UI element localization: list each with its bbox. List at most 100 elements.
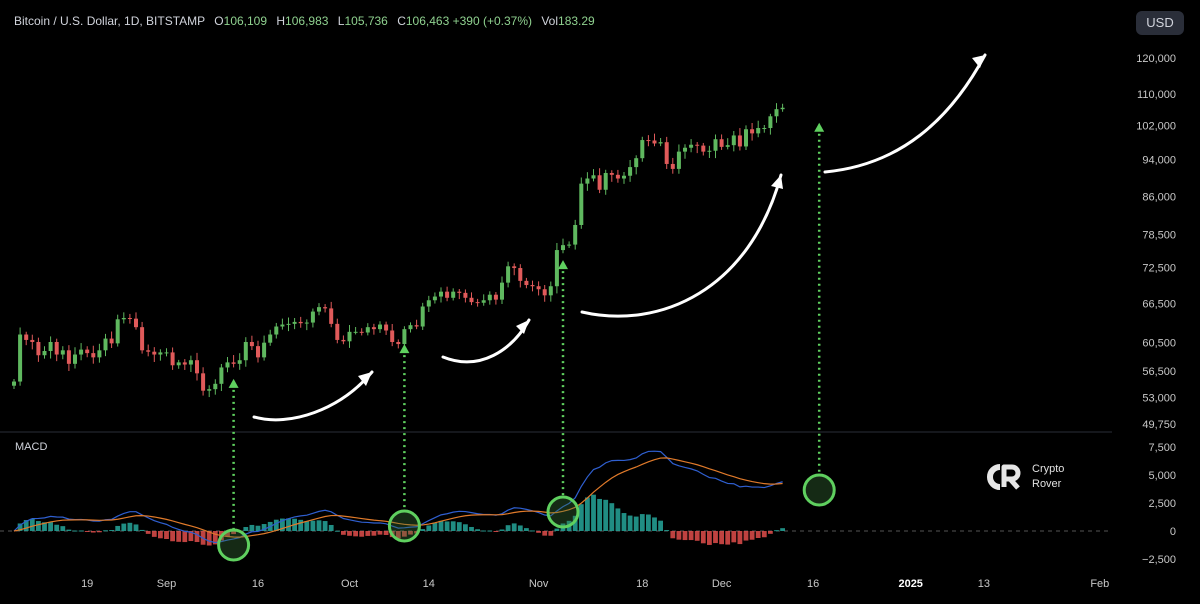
candle-body [493,294,498,300]
candle-body [561,245,565,251]
candle-body [439,291,443,297]
candle [768,113,773,135]
histogram-bar [182,531,188,543]
candle-body [408,325,413,330]
candle [97,343,102,363]
candle-body [30,339,35,342]
candle-body [609,172,614,175]
candle [103,333,108,357]
histogram-bar [481,530,487,532]
price-tick-label: 110,000 [1137,89,1176,101]
histogram-bar [475,529,480,531]
currency-button[interactable]: USD [1136,11,1184,35]
price-axis: 120,000 110,000 102,000 94,000 86,000 78,500 7… [1136,53,1176,431]
histogram-bar [29,518,35,531]
candle-body [60,350,65,355]
candle [329,301,334,328]
time-tick-label: Sep [157,578,177,590]
trend-arrow [441,318,531,364]
candle-body [707,150,712,152]
candle-body [195,360,199,374]
histogram-bar [103,530,108,532]
histogram-bar [603,499,609,531]
candle [719,134,724,150]
histogram-bar [231,531,236,535]
histogram-bar [170,531,175,542]
histogram-bar [212,531,218,545]
candle-body [780,107,785,110]
candle [371,323,376,335]
close-value: 106,463 [405,14,450,28]
candle [140,321,145,354]
histogram-bar [682,531,688,541]
candle-body [579,183,584,225]
trend-arrow [823,53,987,174]
volume-label: Vol [541,14,559,28]
candle-body [695,144,700,146]
histogram-bar [505,525,511,531]
macd-axis: 7,500 5,000 2,500 0 −2,500 [1142,442,1176,566]
candle-body [103,338,108,351]
candle-body [219,367,224,384]
histogram-bar [469,526,474,531]
histogram-bar [341,531,346,535]
histogram-bar [591,494,596,531]
histogram-bar [225,531,230,537]
candle-body [432,296,437,301]
candle [359,328,364,336]
macd-tick-label: 2,500 [1148,498,1176,510]
candle-body [249,341,254,347]
histogram-bar [658,520,663,531]
candle-body [585,178,590,184]
candle-body [640,140,645,159]
candle-body [274,326,279,335]
candle [481,294,486,306]
candle-body [286,323,291,325]
candle [298,316,303,328]
candle [146,344,151,357]
candle-body [207,389,212,391]
macd-cross-circle [217,528,251,562]
candle [634,155,639,175]
histogram-bar [48,522,53,531]
candle [207,385,212,398]
candle [310,308,315,328]
candle-body [146,350,151,352]
candle-body [97,350,102,358]
macd-cross-circle [546,495,580,529]
histogram-bar [66,529,72,531]
price-tick-label: 56,500 [1142,366,1176,378]
candle [536,281,541,296]
candle [30,334,35,350]
histogram-bar [402,531,407,537]
candle-body [36,341,41,356]
histogram-bar [334,530,340,532]
histogram-bar [273,519,279,531]
histogram-bar [347,531,352,536]
histogram-bar [176,531,182,542]
candle [286,317,291,332]
candle-body [73,354,77,364]
histogram-bar [359,531,365,537]
candle-body [42,351,47,356]
candle [335,318,340,344]
candle-body [487,294,492,301]
histogram-bar [310,520,316,531]
candle [73,347,77,369]
histogram-bar [450,521,456,531]
candle-body [567,244,572,246]
candle-body [445,291,450,298]
candle-body [127,318,132,320]
candle [585,172,590,191]
histogram-bar [377,531,383,535]
candle-body [201,373,206,391]
candle [725,138,730,150]
histogram-bar [585,497,590,531]
candle-body [603,172,608,190]
time-tick-label: 19 [81,578,93,590]
candle-body [188,360,193,365]
open-value: 106,109 [223,14,268,28]
macd-histogram [17,494,785,546]
candle-body [762,128,767,130]
